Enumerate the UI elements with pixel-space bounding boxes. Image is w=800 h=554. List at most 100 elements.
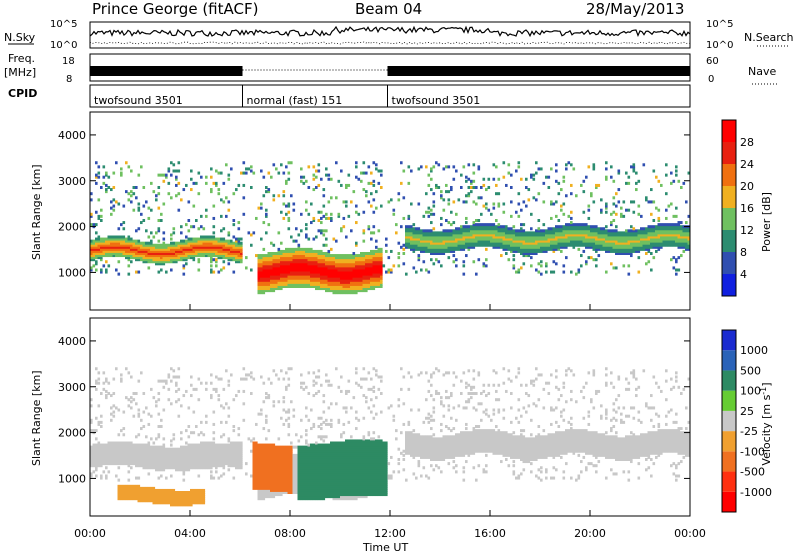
power-cell bbox=[265, 272, 268, 276]
power-cell bbox=[210, 256, 213, 260]
velocity-cell bbox=[177, 468, 181, 472]
power-cell bbox=[487, 235, 491, 239]
power-cell bbox=[240, 243, 243, 247]
velocity-cell bbox=[217, 453, 221, 457]
power-cell bbox=[650, 235, 653, 239]
power-cell bbox=[432, 262, 436, 266]
velocity-cell bbox=[137, 458, 141, 461]
power-cell bbox=[277, 270, 281, 274]
velocity-cell bbox=[117, 449, 121, 453]
velocity-cell bbox=[170, 503, 173, 507]
power-cell bbox=[590, 231, 593, 235]
velocity-cell bbox=[140, 453, 143, 457]
power-cell bbox=[282, 262, 286, 266]
power-cell bbox=[122, 221, 126, 225]
power-cell bbox=[290, 254, 293, 258]
power-cell bbox=[347, 285, 351, 288]
power-cell bbox=[300, 285, 303, 288]
power-cell bbox=[670, 235, 673, 239]
power-cell bbox=[635, 245, 638, 249]
power-cell bbox=[300, 256, 303, 260]
power-cell bbox=[237, 256, 241, 260]
velocity-cell bbox=[170, 495, 173, 499]
power-cell bbox=[482, 233, 486, 237]
power-cell bbox=[467, 225, 471, 229]
power-cell bbox=[562, 243, 566, 247]
power-cell bbox=[350, 229, 353, 233]
velocity-cell bbox=[132, 462, 136, 466]
power-cell bbox=[320, 210, 323, 214]
power-cell bbox=[427, 183, 431, 187]
power-cell bbox=[315, 186, 318, 189]
power-cell bbox=[472, 163, 476, 167]
power-cell bbox=[630, 237, 633, 241]
power-cell bbox=[412, 241, 416, 245]
power-cell bbox=[212, 249, 216, 253]
power-cell bbox=[290, 247, 293, 251]
power-cell bbox=[340, 272, 343, 276]
power-cell bbox=[312, 264, 316, 268]
power-cell bbox=[270, 287, 273, 291]
velocity-cell bbox=[152, 462, 156, 466]
power-cell bbox=[637, 212, 641, 216]
power-cell bbox=[332, 237, 336, 241]
power-cell bbox=[525, 233, 528, 237]
velocity-cell bbox=[182, 449, 186, 453]
power-cell bbox=[580, 227, 583, 231]
power-cell bbox=[372, 278, 376, 282]
velocity-cell bbox=[125, 443, 128, 447]
power-cell bbox=[222, 252, 226, 255]
velocity-cell bbox=[205, 445, 208, 449]
power-cell bbox=[477, 237, 481, 241]
velocity-cell bbox=[215, 470, 218, 474]
velocity-cell bbox=[205, 451, 208, 455]
power-cell bbox=[610, 243, 613, 247]
power-cell bbox=[287, 285, 291, 288]
power-cell bbox=[562, 179, 566, 183]
power-cell bbox=[355, 268, 358, 272]
power-cell bbox=[605, 229, 608, 233]
power-cell bbox=[520, 239, 523, 243]
power-cell bbox=[512, 245, 516, 249]
power-cell bbox=[117, 249, 121, 253]
power-cell bbox=[452, 249, 456, 253]
power-cell bbox=[377, 260, 381, 264]
power-cell bbox=[317, 210, 321, 214]
velocity-cell bbox=[192, 488, 196, 492]
velocity-cell bbox=[190, 462, 193, 466]
power-cell bbox=[325, 237, 328, 241]
power-cell bbox=[372, 272, 376, 276]
power-cell bbox=[320, 216, 323, 220]
power-cell bbox=[407, 241, 411, 245]
power-cell bbox=[655, 233, 658, 237]
power-cell bbox=[342, 268, 346, 272]
power-cell bbox=[417, 241, 421, 245]
power-cell bbox=[542, 200, 546, 204]
power-cell bbox=[377, 278, 381, 282]
power-cell bbox=[187, 219, 191, 222]
velocity-cell bbox=[192, 447, 196, 451]
power-cell bbox=[142, 254, 146, 258]
power-cell bbox=[487, 227, 491, 231]
power-cell bbox=[517, 235, 521, 239]
power-cell bbox=[417, 256, 421, 260]
power-cell bbox=[187, 249, 191, 253]
power-cell bbox=[615, 266, 618, 270]
power-cell bbox=[647, 237, 651, 241]
power-cell bbox=[375, 274, 378, 278]
power-cell bbox=[347, 173, 351, 177]
power-cell bbox=[397, 252, 401, 255]
velocity-cell bbox=[167, 375, 171, 379]
velocity-cell bbox=[95, 451, 98, 455]
power-cell bbox=[657, 225, 661, 229]
power-cell bbox=[265, 270, 268, 274]
power-cell bbox=[325, 278, 328, 282]
power-cell bbox=[350, 266, 353, 270]
power-cell bbox=[277, 272, 281, 276]
velocity-cell bbox=[175, 497, 178, 501]
power-cell bbox=[325, 254, 328, 258]
power-cell bbox=[442, 252, 446, 255]
power-cell bbox=[672, 227, 676, 231]
power-cell bbox=[497, 192, 501, 196]
velocity-cell bbox=[225, 443, 228, 447]
